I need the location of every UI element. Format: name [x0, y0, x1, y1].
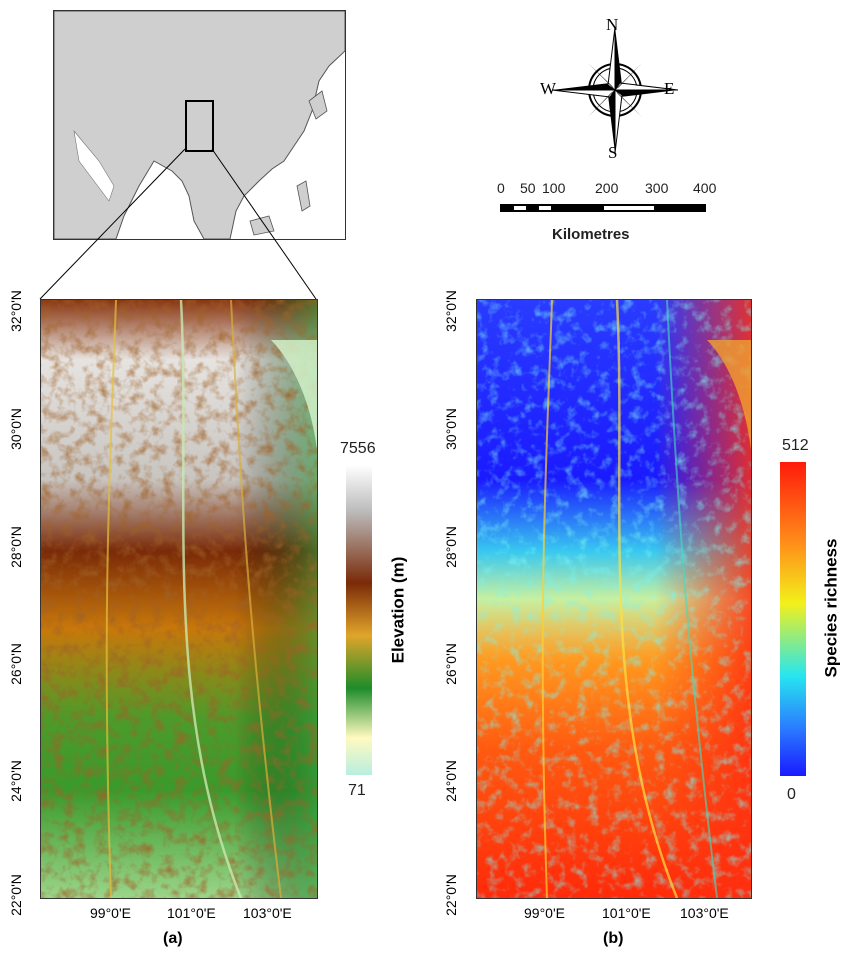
panel-b-colorbar [780, 462, 806, 776]
scale-bar: 0 50 100 200 300 400 Kilometres [490, 178, 730, 248]
panel-b-legend-min: 0 [787, 786, 796, 803]
panel-a-colorbar [346, 465, 372, 775]
panel-a-lon-101: 101°0'E [167, 905, 216, 921]
panel-a-legend-min: 71 [348, 782, 366, 799]
scale-tick-400: 400 [693, 180, 717, 196]
scale-tick-200: 200 [595, 180, 619, 196]
study-area-box [185, 100, 214, 152]
panel-b-lat-26: 26°0'N [442, 643, 459, 685]
panel-a-lon-103: 103°0'E [243, 905, 292, 921]
panel-a-legend-title: Elevation (m) [388, 556, 408, 664]
panel-a-lat-24: 24°0'N [7, 760, 24, 802]
scale-tick-100: 100 [542, 180, 566, 196]
panel-b-legend-title: Species richness [821, 538, 841, 678]
scale-bar-graphic [500, 204, 706, 212]
species-richness-raster [477, 300, 751, 898]
compass-north-label: N [606, 15, 619, 34]
panel-b-lat-30: 30°0'N [442, 408, 459, 450]
compass-star-icon [551, 26, 679, 154]
scale-tick-50: 50 [520, 180, 536, 196]
panel-a-lat-26: 26°0'N [7, 643, 24, 685]
panel-b-lon-99: 99°0'E [524, 905, 565, 921]
panel-a-legend-max: 7556 [340, 440, 376, 457]
panel-b-caption: (b) [603, 930, 624, 947]
scale-unit-label: Kilometres [552, 226, 630, 243]
compass-rose: N S E W [540, 15, 690, 165]
compass-east-label: E [664, 79, 675, 98]
panel-b-lat-28: 28°0'N [442, 526, 459, 568]
scale-tick-300: 300 [645, 180, 669, 196]
panel-a-lat-30: 30°0'N [7, 408, 24, 450]
panel-a-lat-28: 28°0'N [7, 526, 24, 568]
scale-tick-0: 0 [497, 180, 505, 196]
locator-inset-map [53, 10, 346, 240]
panel-b-lat-24: 24°0'N [442, 760, 459, 802]
panel-b-species-map [476, 299, 752, 899]
panel-b-legend-max: 512 [782, 437, 809, 454]
panel-b-lat-22: 22°0'N [442, 874, 459, 916]
compass-south-label: S [608, 143, 618, 162]
panel-b-lon-103: 103°0'E [680, 905, 729, 921]
asia-land-shape [54, 11, 345, 239]
panel-b-lat-32: 32°0'N [442, 290, 459, 332]
panel-a-elevation-map [40, 299, 318, 899]
panel-b-lon-101: 101°0'E [602, 905, 651, 921]
panel-a-lat-22: 22°0'N [7, 874, 24, 916]
inset-connector-lines [39, 148, 317, 300]
panel-a-lon-99: 99°0'E [90, 905, 131, 921]
panel-a-caption: (a) [163, 930, 183, 947]
compass-west-label: W [540, 79, 557, 98]
elevation-raster [41, 300, 317, 898]
panel-a-lat-32: 32°0'N [7, 290, 24, 332]
